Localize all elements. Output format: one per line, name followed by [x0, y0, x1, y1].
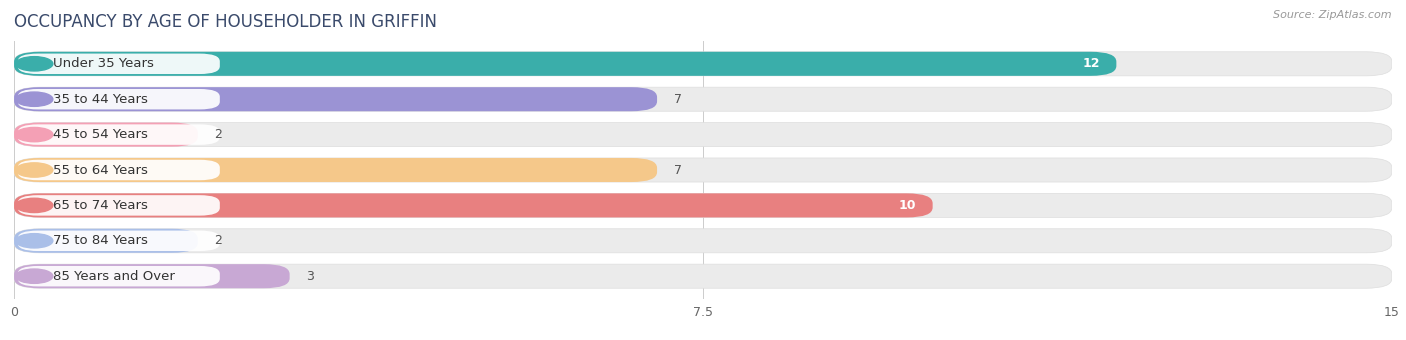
FancyBboxPatch shape [14, 158, 657, 182]
Circle shape [15, 269, 53, 283]
Text: 45 to 54 Years: 45 to 54 Years [52, 128, 148, 141]
Text: 12: 12 [1083, 57, 1099, 70]
Text: 7: 7 [673, 93, 682, 106]
FancyBboxPatch shape [14, 122, 1392, 147]
Circle shape [15, 198, 53, 212]
Text: Source: ZipAtlas.com: Source: ZipAtlas.com [1274, 10, 1392, 20]
Circle shape [15, 57, 53, 71]
FancyBboxPatch shape [18, 231, 219, 251]
FancyBboxPatch shape [14, 229, 198, 253]
FancyBboxPatch shape [14, 229, 1392, 253]
Text: 7: 7 [673, 164, 682, 176]
FancyBboxPatch shape [18, 54, 219, 74]
Text: 55 to 64 Years: 55 to 64 Years [52, 164, 148, 176]
Text: 65 to 74 Years: 65 to 74 Years [52, 199, 148, 212]
FancyBboxPatch shape [18, 124, 219, 145]
Text: OCCUPANCY BY AGE OF HOUSEHOLDER IN GRIFFIN: OCCUPANCY BY AGE OF HOUSEHOLDER IN GRIFF… [14, 13, 437, 31]
FancyBboxPatch shape [14, 87, 657, 111]
Text: 35 to 44 Years: 35 to 44 Years [52, 93, 148, 106]
Text: 2: 2 [214, 234, 222, 247]
Text: 85 Years and Over: 85 Years and Over [52, 270, 174, 283]
FancyBboxPatch shape [14, 264, 290, 288]
FancyBboxPatch shape [14, 193, 932, 218]
FancyBboxPatch shape [14, 52, 1116, 76]
FancyBboxPatch shape [18, 195, 219, 216]
Text: Under 35 Years: Under 35 Years [52, 57, 153, 70]
Circle shape [15, 128, 53, 142]
Text: 75 to 84 Years: 75 to 84 Years [52, 234, 148, 247]
Text: 3: 3 [307, 270, 314, 283]
FancyBboxPatch shape [14, 87, 1392, 111]
FancyBboxPatch shape [18, 160, 219, 180]
FancyBboxPatch shape [18, 89, 219, 109]
Circle shape [15, 234, 53, 248]
FancyBboxPatch shape [14, 193, 1392, 218]
Text: 2: 2 [214, 128, 222, 141]
FancyBboxPatch shape [14, 264, 1392, 288]
FancyBboxPatch shape [14, 158, 1392, 182]
Circle shape [15, 92, 53, 106]
Circle shape [15, 163, 53, 177]
FancyBboxPatch shape [14, 52, 1392, 76]
FancyBboxPatch shape [14, 122, 198, 147]
Text: 10: 10 [898, 199, 917, 212]
FancyBboxPatch shape [18, 266, 219, 286]
